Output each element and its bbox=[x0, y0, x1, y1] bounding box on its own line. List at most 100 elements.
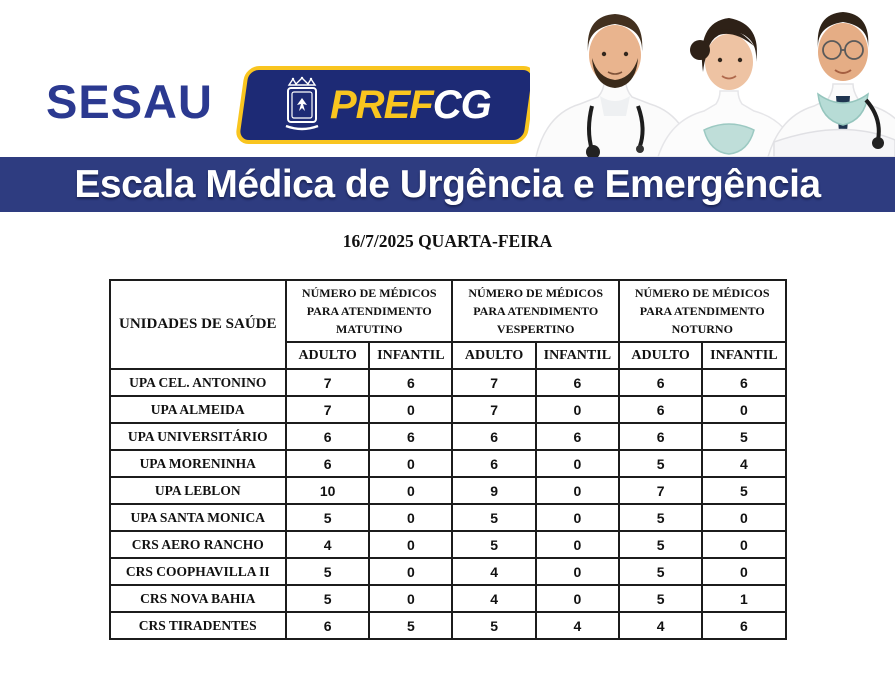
unit-name: UPA MORENINHA bbox=[108, 449, 287, 478]
schedule-table: UNIDADES DE SAÚDE NÚMERO DE MÉDICOS PARA… bbox=[108, 279, 787, 640]
doctor-count: 5 bbox=[617, 584, 704, 613]
doctor-count: 7 bbox=[284, 368, 371, 397]
doctor-count: 0 bbox=[368, 530, 454, 559]
title-banner: Escala Médica de Urgência e Emergência bbox=[0, 157, 895, 212]
doctor-count: 5 bbox=[701, 476, 787, 505]
doctor-count: 7 bbox=[617, 476, 704, 505]
doctor-count: 5 bbox=[368, 611, 454, 640]
doctor-count: 6 bbox=[451, 422, 537, 451]
doctor-count: 6 bbox=[617, 395, 704, 424]
sub-header-infantil: INFANTIL bbox=[534, 341, 620, 370]
doctor-count: 0 bbox=[368, 449, 454, 478]
doctor-count: 0 bbox=[534, 530, 620, 559]
doctor-count: 0 bbox=[534, 503, 620, 532]
prefcg-logo-text: PREFCG bbox=[330, 83, 491, 127]
table-row: UPA SANTA MONICA 5 0 5 0 5 0 bbox=[108, 503, 787, 532]
doctor-count: 6 bbox=[534, 422, 620, 451]
doctor-count: 4 bbox=[284, 530, 371, 559]
table-row: UPA MORENINHA 6 0 6 0 5 4 bbox=[108, 449, 787, 478]
table-row: UPA LEBLON 10 0 9 0 7 5 bbox=[108, 476, 787, 505]
schedule-table-body: UPA CEL. ANTONINO 7 6 7 6 6 6 UPA ALMEIDA 7 0 7 0 6 0… bbox=[108, 368, 787, 640]
table-row: CRS NOVA BAHIA 5 0 4 0 5 1 bbox=[108, 584, 787, 613]
doctor-count: 0 bbox=[534, 584, 620, 613]
doctor-count: 6 bbox=[368, 422, 454, 451]
date-heading: 16/7/2025 QUARTA-FEIRA bbox=[342, 231, 553, 251]
doctor-count: 6 bbox=[617, 368, 704, 397]
doctor-count: 6 bbox=[284, 422, 371, 451]
unit-name: UPA SANTA MONICA bbox=[108, 503, 287, 532]
coat-of-arms-icon bbox=[285, 76, 319, 131]
table-row: UPA CEL. ANTONINO 7 6 7 6 6 6 bbox=[108, 368, 787, 397]
unit-name: CRS COOPHAVILLA II bbox=[108, 557, 287, 586]
doctor-count: 0 bbox=[701, 557, 787, 586]
doctor-count: 5 bbox=[284, 557, 371, 586]
doctor-count: 0 bbox=[701, 503, 787, 532]
group-header-matutino: NÚMERO DE MÉDICOS PARA ATENDIMENTO MATUT… bbox=[284, 279, 454, 343]
doctor-count: 6 bbox=[701, 368, 787, 397]
unit-name: UPA UNIVERSITÁRIO bbox=[108, 422, 287, 451]
doctor-count: 10 bbox=[284, 476, 371, 505]
doctor-count: 0 bbox=[368, 557, 454, 586]
doctor-count: 6 bbox=[284, 611, 371, 640]
doctors-photo bbox=[530, 0, 895, 157]
unit-name: UPA CEL. ANTONINO bbox=[108, 368, 287, 397]
prefcg-logo: PREFCG bbox=[234, 66, 538, 144]
doctor-count: 5 bbox=[617, 530, 704, 559]
sub-header-adulto: ADULTO bbox=[284, 341, 371, 370]
table-row: UPA ALMEIDA 7 0 7 0 6 0 bbox=[108, 395, 787, 424]
doctor-count: 4 bbox=[534, 611, 620, 640]
doctor-count: 5 bbox=[284, 503, 371, 532]
table-row: CRS COOPHAVILLA II 5 0 4 0 5 0 bbox=[108, 557, 787, 586]
unit-name: UPA ALMEIDA bbox=[108, 395, 287, 424]
doctor-count: 7 bbox=[451, 368, 537, 397]
table-row: UPA UNIVERSITÁRIO 6 6 6 6 6 5 bbox=[108, 422, 787, 451]
unit-name: CRS NOVA BAHIA bbox=[108, 584, 287, 613]
doctor-count: 0 bbox=[368, 584, 454, 613]
doctor-count: 4 bbox=[451, 557, 537, 586]
pref-text: PREF bbox=[330, 83, 433, 127]
doctor-count: 0 bbox=[701, 530, 787, 559]
doctor-count: 5 bbox=[617, 449, 704, 478]
group-header-noturno: NÚMERO DE MÉDICOS PARA ATENDIMENTO NOTUR… bbox=[617, 279, 787, 343]
doctor-count: 0 bbox=[368, 476, 454, 505]
doctor-count: 0 bbox=[534, 476, 620, 505]
doctor-count: 4 bbox=[617, 611, 704, 640]
doctor-count: 4 bbox=[451, 584, 537, 613]
doctor-count: 6 bbox=[701, 611, 787, 640]
sub-header-adulto: ADULTO bbox=[451, 341, 537, 370]
doctor-count: 0 bbox=[534, 395, 620, 424]
doctor-count: 5 bbox=[451, 611, 537, 640]
doctor-count: 1 bbox=[701, 584, 787, 613]
doctor-count: 7 bbox=[451, 395, 537, 424]
doctor-count: 0 bbox=[701, 395, 787, 424]
page-title: Escala Médica de Urgência e Emergência bbox=[74, 162, 821, 206]
doctor-count: 0 bbox=[368, 503, 454, 532]
header: SESAU PREFCG bbox=[0, 0, 895, 157]
doctor-count: 6 bbox=[451, 449, 537, 478]
sesau-wordmark: SESAU bbox=[46, 75, 213, 128]
doctor-count: 6 bbox=[534, 368, 620, 397]
unit-name: UPA LEBLON bbox=[108, 476, 287, 505]
table-row: CRS AERO RANCHO 4 0 5 0 5 0 bbox=[108, 530, 787, 559]
group-header-vespertino: NÚMERO DE MÉDICOS PARA ATENDIMENTO VESPE… bbox=[451, 279, 620, 343]
doctor-count: 4 bbox=[701, 449, 787, 478]
sub-header-infantil: INFANTIL bbox=[368, 341, 454, 370]
table-wrap: UNIDADES DE SAÚDE NÚMERO DE MÉDICOS PARA… bbox=[0, 279, 895, 640]
sub-header-infantil: INFANTIL bbox=[701, 341, 787, 370]
doctor-count: 6 bbox=[368, 368, 454, 397]
doctor-count: 5 bbox=[617, 557, 704, 586]
doctor-count: 0 bbox=[368, 395, 454, 424]
schedule-table-head: UNIDADES DE SAÚDE NÚMERO DE MÉDICOS PARA… bbox=[108, 279, 787, 370]
doctor-count: 5 bbox=[701, 422, 787, 451]
doctor-count: 6 bbox=[617, 422, 704, 451]
units-column-header: UNIDADES DE SAÚDE bbox=[108, 279, 287, 370]
doctor-count: 5 bbox=[617, 503, 704, 532]
doctor-count: 5 bbox=[451, 503, 537, 532]
doctor-count: 9 bbox=[451, 476, 537, 505]
table-row: CRS TIRADENTES 6 5 5 4 4 6 bbox=[108, 611, 787, 640]
doctor-count: 7 bbox=[284, 395, 371, 424]
sub-header-adulto: ADULTO bbox=[617, 341, 704, 370]
doctor-count: 5 bbox=[284, 584, 371, 613]
unit-name: CRS TIRADENTES bbox=[108, 611, 287, 640]
